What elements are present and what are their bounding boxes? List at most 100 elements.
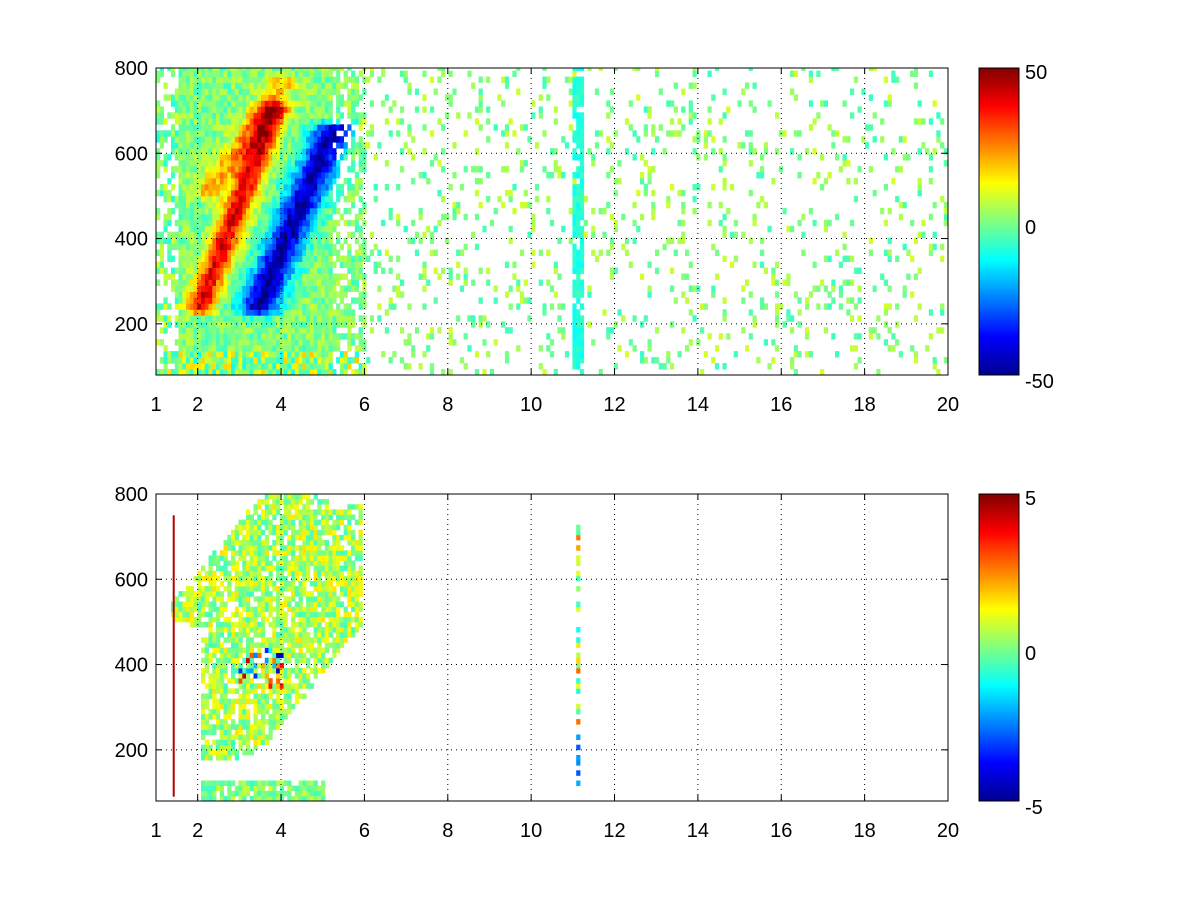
heatmap-cell <box>231 178 236 185</box>
heatmap-cell <box>246 225 251 233</box>
heatmap-cell <box>261 719 266 725</box>
heatmap-cell <box>279 327 284 334</box>
heatmap-cell <box>219 100 224 107</box>
heatmap-cell <box>347 189 352 197</box>
heatmap-cell <box>309 780 314 786</box>
heatmap-cell <box>249 297 254 304</box>
heatmap-cell <box>429 363 435 370</box>
heatmap-cell <box>159 339 164 346</box>
heatmap-cell <box>238 719 243 725</box>
heatmap-cell <box>238 112 243 119</box>
heatmap-cell <box>264 357 269 364</box>
heatmap-cell <box>212 739 217 746</box>
heatmap-cell <box>343 154 348 161</box>
heatmap-cell <box>219 82 224 89</box>
heatmap-cell <box>283 524 288 531</box>
heatmap-cell <box>231 189 236 197</box>
heatmap-cell <box>943 201 948 209</box>
heatmap-cell <box>242 719 247 725</box>
heatmap-cell <box>324 94 329 101</box>
heatmap-cell <box>336 112 341 119</box>
heatmap-cell <box>223 207 228 215</box>
heatmap-cell <box>249 219 254 227</box>
heatmap-cell <box>249 611 254 618</box>
heatmap-cell <box>880 118 885 125</box>
heatmap-cell <box>317 82 322 89</box>
heatmap-cell <box>283 339 288 346</box>
heatmap-cell <box>302 652 307 659</box>
heatmap-cell <box>328 237 333 245</box>
heatmap-cell <box>294 351 299 358</box>
heatmap-cell <box>328 94 333 101</box>
heatmap-cell <box>444 237 450 245</box>
heatmap-cell <box>343 142 348 149</box>
heatmap-cell <box>579 339 585 346</box>
heatmap-cell <box>261 357 266 364</box>
heatmap-cell <box>238 339 243 346</box>
heatmap-cell <box>264 243 269 251</box>
heatmap-cell <box>576 321 581 328</box>
heatmap-cell <box>272 148 277 155</box>
heatmap-cell <box>197 184 202 191</box>
heatmap-cell <box>246 249 251 256</box>
heatmap-cell <box>249 273 254 280</box>
heatmap-cell <box>317 184 322 191</box>
heatmap-cell <box>272 279 277 286</box>
heatmap-cell <box>302 68 307 71</box>
heatmap-cell <box>309 514 314 520</box>
heatmap-cell <box>317 327 322 334</box>
heatmap-cell <box>276 345 281 352</box>
heatmap-cell <box>298 668 303 674</box>
heatmap-cell <box>238 333 243 340</box>
heatmap-cell <box>358 184 363 191</box>
heatmap-cell <box>358 291 363 298</box>
heatmap-cell <box>925 345 930 352</box>
heatmap-cell <box>204 154 209 161</box>
heatmap-cell <box>242 565 247 572</box>
heatmap-cell <box>279 249 284 256</box>
heatmap-cell <box>362 297 367 304</box>
heatmap-cell <box>249 524 254 531</box>
heatmap-cell <box>767 363 772 370</box>
heatmap-cell <box>692 285 697 292</box>
heatmap-cell <box>201 136 206 143</box>
heatmap-cell <box>850 88 855 95</box>
heatmap-cell <box>321 249 326 256</box>
heatmap-cell <box>272 106 277 113</box>
heatmap-cell <box>437 189 442 197</box>
heatmap-cell <box>876 315 881 322</box>
heatmap-cell <box>418 172 423 179</box>
heatmap-cell <box>227 249 232 256</box>
heatmap-cell <box>216 112 221 119</box>
heatmap-cell <box>309 267 314 274</box>
heatmap-cell <box>242 249 247 256</box>
heatmap-cell <box>328 285 333 292</box>
heatmap-cell <box>733 219 738 227</box>
heatmap-cell <box>745 345 750 352</box>
heatmap-cell <box>294 339 299 346</box>
heatmap-cell <box>231 621 236 628</box>
heatmap-cell <box>212 231 217 239</box>
heatmap-cell <box>306 237 311 245</box>
heatmap-cell <box>838 261 843 268</box>
heatmap-cell <box>910 219 915 227</box>
heatmap-cell <box>287 285 292 292</box>
heatmap-cell <box>336 160 341 167</box>
heatmap-cell <box>287 688 292 694</box>
heatmap-cell <box>388 255 393 262</box>
heatmap-cell <box>246 606 251 613</box>
heatmap-cell <box>249 309 254 316</box>
heatmap-cell <box>197 148 202 155</box>
heatmap-cell <box>279 795 284 801</box>
heatmap-cell <box>516 285 521 292</box>
heatmap-cell <box>227 734 232 740</box>
heatmap-cell <box>306 642 311 648</box>
heatmap-cell <box>238 261 243 268</box>
heatmap-cell <box>943 357 948 364</box>
heatmap-cell <box>366 130 371 137</box>
heatmap-cell <box>294 88 299 95</box>
heatmap-cell <box>182 345 187 352</box>
heatmap-cell <box>171 148 176 155</box>
heatmap-cell <box>249 213 254 221</box>
heatmap-cell <box>242 714 247 720</box>
